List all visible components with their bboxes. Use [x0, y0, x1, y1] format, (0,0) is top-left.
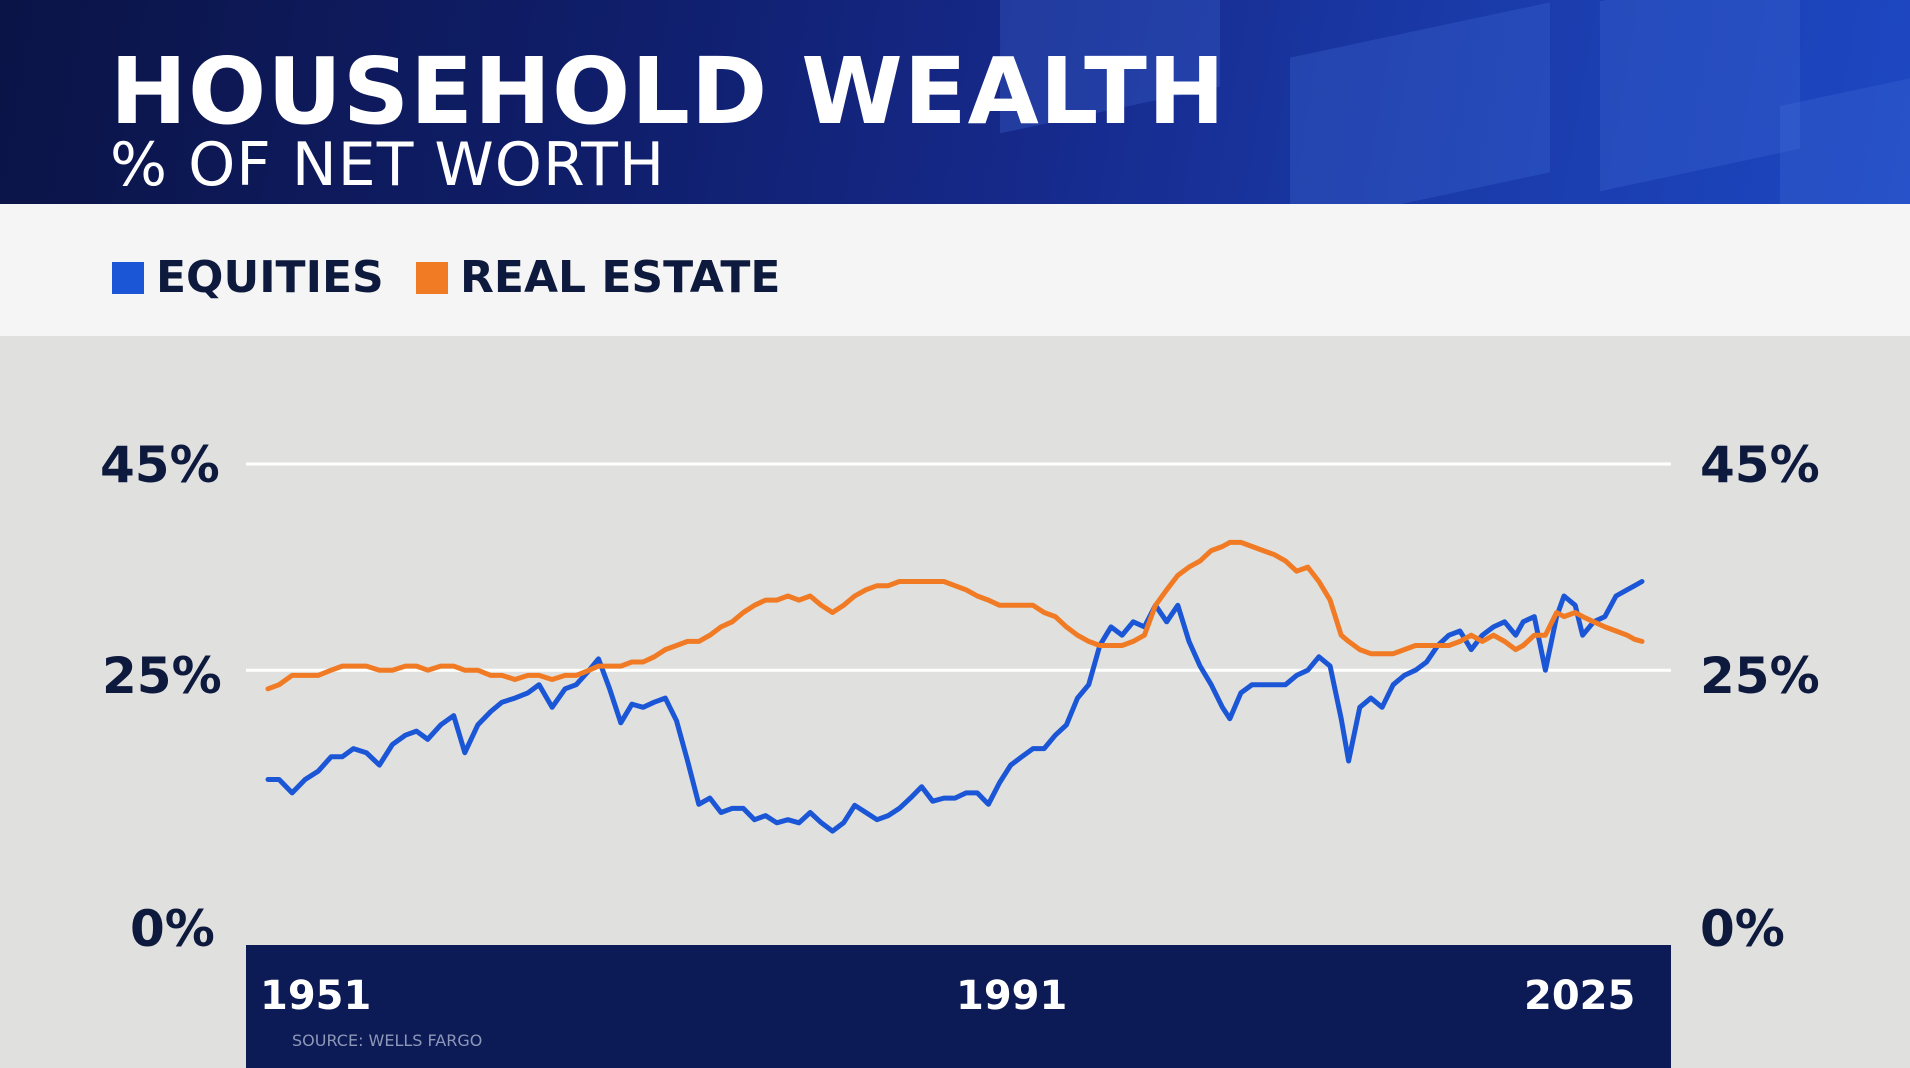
series-line-equities [265, 579, 1645, 834]
chart-subtitle: % OF NET WORTH [110, 130, 666, 200]
legend-item-real-estate: REAL ESTATE [416, 252, 780, 303]
y-tick-left-45: 45% [100, 436, 220, 494]
y-tick-left-25: 25% [102, 647, 222, 705]
x-tick-2025: 2025 [1524, 973, 1636, 1019]
chart-title: HOUSEHOLD WEALTH [110, 38, 1226, 145]
y-tick-right-45: 45% [1700, 436, 1820, 494]
legend-label-equities: EQUITIES [156, 252, 384, 303]
header-banner: HOUSEHOLD WEALTH % OF NET WORTH [0, 0, 1910, 204]
y-tick-right-0: 0% [1700, 900, 1785, 958]
source-note: SOURCE: WELLS FARGO [292, 1031, 483, 1050]
legend-swatch-equities [112, 261, 144, 294]
legend: EQUITIES REAL ESTATE [0, 204, 1910, 336]
y-tick-right-25: 25% [1700, 647, 1820, 705]
legend-swatch-real-estate [416, 261, 448, 294]
legend-label-real-estate: REAL ESTATE [460, 252, 781, 303]
y-tick-left-0: 0% [130, 900, 215, 958]
x-axis-band: 1951 1991 2025 SOURCE: WELLS FARGO [246, 945, 1671, 1068]
legend-item-equities: EQUITIES [112, 252, 384, 303]
series-line-real-estate [265, 539, 1645, 692]
x-tick-1951: 1951 [260, 973, 372, 1019]
x-tick-1991: 1991 [956, 973, 1068, 1019]
